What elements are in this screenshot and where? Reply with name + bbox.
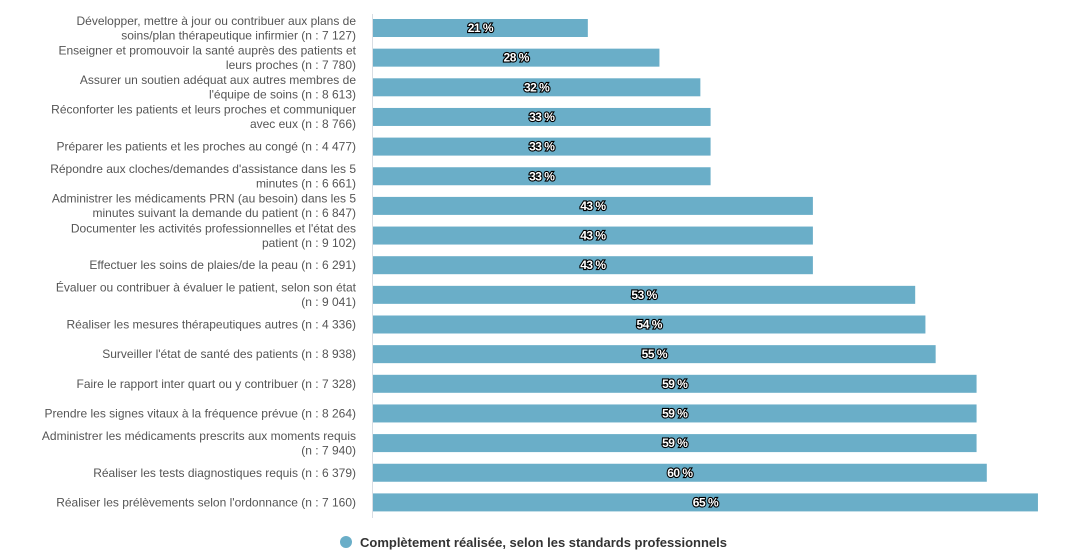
bar[interactable]: [373, 463, 987, 482]
category-label: Réaliser les tests diagnostiques requis …: [93, 466, 356, 480]
category-label: Réaliser les mesures thérapeutiques autr…: [67, 318, 356, 332]
category-label: Surveiller l'état de santé des patients …: [102, 347, 356, 361]
bar[interactable]: [373, 256, 813, 275]
category-label-line: Développer, mettre à jour ou contribuer …: [77, 14, 357, 28]
bar[interactable]: [373, 374, 977, 393]
bar[interactable]: [373, 78, 701, 97]
category-label-line: Enseigner et promouvoir la santé auprès …: [58, 43, 356, 57]
category-label-line: Réconforter les patients et leurs proche…: [51, 103, 356, 117]
data-label: 55 %: [642, 347, 668, 361]
category-label-line: avec eux (n : 8 766): [250, 117, 356, 131]
data-label: 33 %: [529, 169, 555, 183]
category-label-line: Faire le rapport inter quart ou y contri…: [77, 377, 356, 391]
data-label: 33 %: [529, 140, 555, 154]
category-label-line: leurs proches (n : 7 780): [226, 58, 356, 72]
bar-chart: Développer, mettre à jour ou contribuer …: [42, 14, 1038, 518]
category-label-line: Répondre aux cloches/demandes d'assistan…: [50, 162, 356, 176]
data-label: 43 %: [580, 199, 606, 213]
data-label: 59 %: [662, 377, 688, 391]
data-label: 53 %: [631, 288, 657, 302]
data-label: 21 %: [468, 21, 494, 35]
category-label: Documenter les activités professionnelle…: [71, 221, 356, 250]
data-label: 65 %: [693, 495, 719, 509]
data-label: 32 %: [524, 80, 550, 94]
bar[interactable]: [373, 19, 588, 37]
bar[interactable]: [373, 404, 977, 423]
data-label: 43 %: [580, 229, 606, 243]
category-label: Prendre les signes vitaux à la fréquence…: [44, 406, 356, 420]
data-label: 59 %: [662, 406, 688, 420]
category-label: Développer, mettre à jour ou contribuer …: [77, 14, 357, 43]
category-label-line: (n : 9 041): [301, 295, 356, 309]
category-label-line: l'équipe de soins (n : 8 613): [209, 88, 356, 102]
category-label-line: Évaluer ou contribuer à évaluer le patie…: [56, 280, 357, 295]
legend-label: Complètement réalisée, selon les standar…: [359, 535, 727, 550]
category-label: Faire le rapport inter quart ou y contri…: [77, 377, 356, 391]
category-label: Répondre aux cloches/demandes d'assistan…: [50, 162, 356, 191]
category-label-line: minutes suivant la demande du patient (n…: [93, 206, 357, 220]
category-label: Effectuer les soins de plaies/de la peau…: [89, 258, 356, 272]
category-label: Réconforter les patients et leurs proche…: [51, 103, 356, 132]
bar[interactable]: [373, 345, 936, 364]
bar[interactable]: [373, 107, 711, 126]
data-label: 60 %: [667, 466, 693, 480]
category-label-line: Administrer les médicaments PRN (au beso…: [52, 192, 356, 206]
data-label: 33 %: [529, 110, 555, 124]
category-label: Administrer les médicaments PRN (au beso…: [52, 192, 356, 221]
bar[interactable]: [373, 285, 916, 304]
data-label: 59 %: [662, 436, 688, 450]
category-label-line: Réaliser les tests diagnostiques requis …: [93, 466, 356, 480]
bar[interactable]: [373, 315, 926, 334]
legend[interactable]: Complètement réalisée, selon les standar…: [0, 535, 1067, 550]
bar[interactable]: [373, 48, 660, 67]
bar[interactable]: [373, 493, 1038, 512]
category-label-line: patient (n : 9 102): [262, 236, 356, 250]
category-label-line: Surveiller l'état de santé des patients …: [102, 347, 356, 361]
legend-marker-icon: [339, 536, 352, 548]
category-label: Évaluer ou contribuer à évaluer le patie…: [56, 280, 357, 310]
data-label: 28 %: [504, 51, 530, 65]
category-label-line: Administrer les médicaments prescrits au…: [42, 429, 356, 443]
category-label: Réaliser les prélèvements selon l'ordonn…: [56, 495, 356, 509]
bar[interactable]: [373, 434, 977, 453]
bar[interactable]: [373, 196, 813, 215]
bar[interactable]: [373, 226, 813, 245]
category-label-line: Prendre les signes vitaux à la fréquence…: [44, 406, 356, 420]
category-label-line: Préparer les patients et les proches au …: [56, 140, 356, 154]
category-label-line: soins/plan thérapeutique infirmier (n : …: [121, 28, 356, 42]
category-label: Administrer les médicaments prescrits au…: [42, 429, 356, 458]
category-label-line: Assurer un soutien adéquat aux autres me…: [80, 73, 356, 87]
category-label-line: Réaliser les prélèvements selon l'ordonn…: [56, 495, 356, 509]
category-label-line: (n : 7 940): [301, 443, 356, 457]
category-label: Enseigner et promouvoir la santé auprès …: [58, 43, 356, 72]
data-label: 54 %: [637, 318, 663, 332]
bar[interactable]: [373, 167, 711, 186]
bar[interactable]: [373, 137, 711, 156]
category-label: Assurer un soutien adéquat aux autres me…: [80, 73, 356, 102]
data-label: 43 %: [580, 258, 606, 272]
category-label-line: Documenter les activités professionnelle…: [71, 221, 356, 235]
category-label-line: minutes (n : 6 661): [256, 177, 356, 191]
category-label: Préparer les patients et les proches au …: [56, 140, 356, 154]
category-label-line: Réaliser les mesures thérapeutiques autr…: [67, 318, 356, 332]
category-label-line: Effectuer les soins de plaies/de la peau…: [89, 258, 356, 272]
